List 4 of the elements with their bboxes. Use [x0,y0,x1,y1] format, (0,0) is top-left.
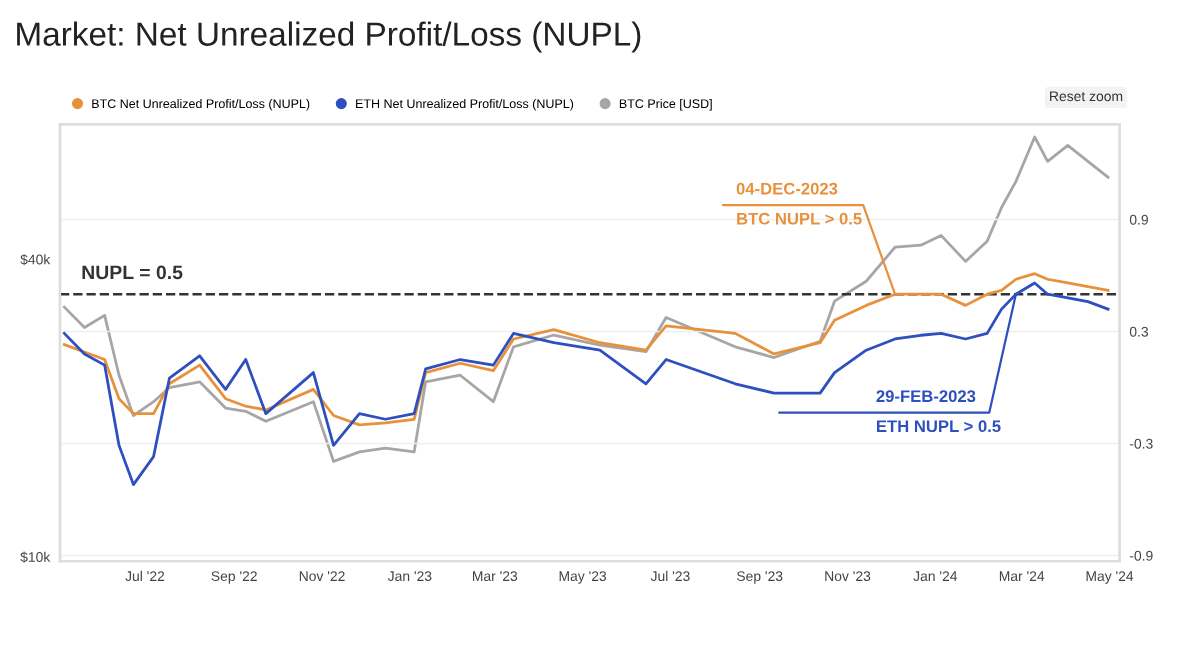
chart-title: Market: Net Unrealized Profit/Loss (NUPL) [17,21,641,53]
ref-line-label: NUPL = 0.5 [82,265,183,280]
annotation: 04-DEC-2023 BTC NUPL > 0.5 [736,182,862,225]
annotation: 29-FEB-2023 ETH NUPL > 0.5 [876,390,1001,433]
